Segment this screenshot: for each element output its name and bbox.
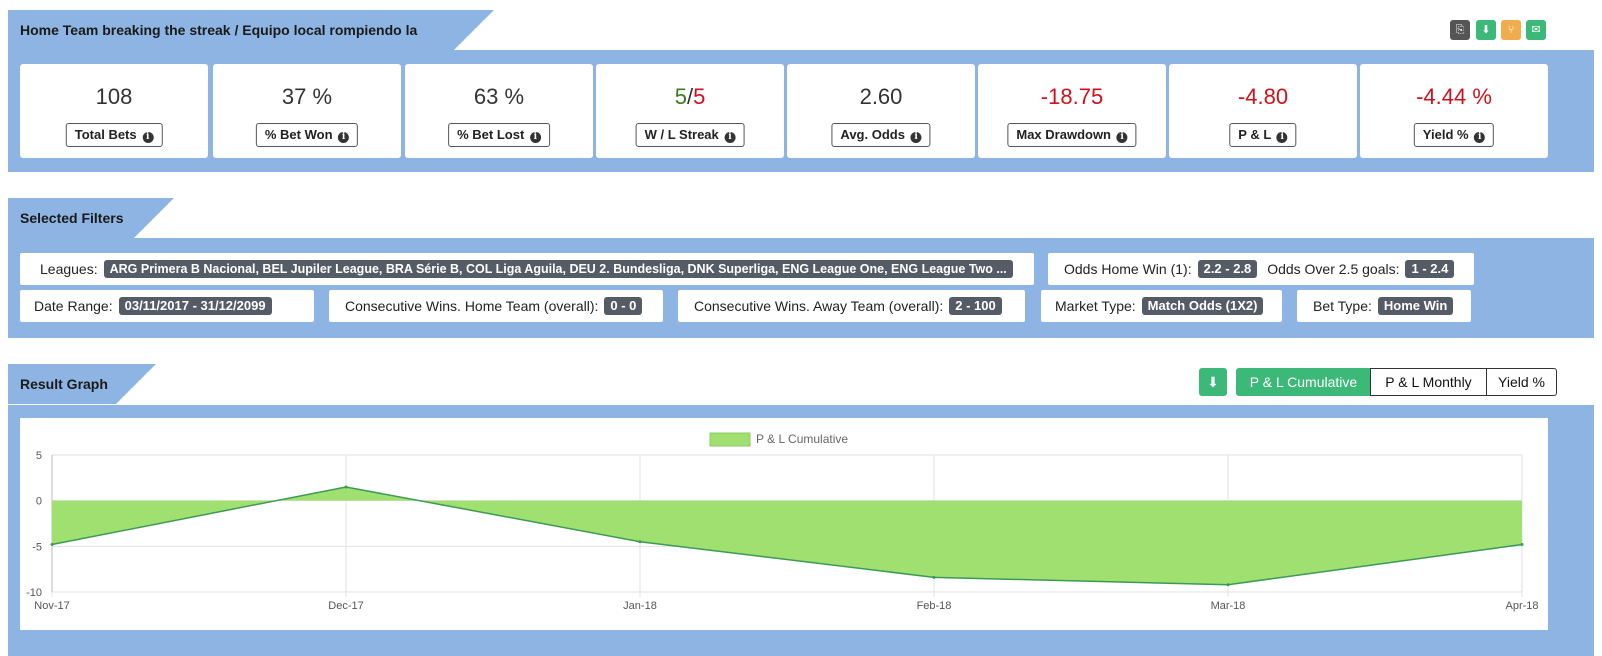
- graph-title: Result Graph: [20, 376, 108, 392]
- stat-value: -4.80: [1237, 84, 1289, 109]
- streak-sep: /: [686, 84, 694, 109]
- stat-label[interactable]: Max Drawdown i: [1007, 123, 1137, 147]
- info-icon: i: [338, 132, 350, 143]
- filter-value: ARG Primera B Nacional, BEL Jupiler Leag…: [103, 260, 1013, 278]
- x-tick-label: Apr-18: [1505, 600, 1538, 612]
- filter-value: 2 - 100: [949, 297, 1002, 315]
- legend-swatch: [709, 432, 751, 447]
- filter-label: Date Range:: [34, 298, 113, 314]
- share-button[interactable]: ⑂: [1501, 20, 1521, 40]
- filter-label: Odds Home Win (1):: [1064, 261, 1192, 277]
- stat-label[interactable]: W / L Streak i: [635, 123, 745, 147]
- x-tick-label: Mar-18: [1211, 600, 1246, 612]
- y-tick-label: 5: [36, 450, 42, 462]
- tab-pnl-cumulative[interactable]: P & L Cumulative: [1236, 368, 1371, 396]
- filter-cons-away: Consecutive Wins. Away Team (overall): 2 …: [678, 290, 1025, 322]
- filter-value: 1 - 2.4: [1405, 260, 1455, 278]
- filter-label: Consecutive Wins. Home Team (overall):: [345, 298, 599, 314]
- stat-label[interactable]: % Bet Lost i: [448, 123, 550, 147]
- stat-max-drawdown: -18.75 Max Drawdown i: [978, 64, 1166, 158]
- filter-value: Home Win: [1377, 297, 1454, 315]
- stat-value: -18.75: [1040, 84, 1104, 109]
- x-tick-label: Dec-17: [328, 600, 363, 612]
- filter-date-range: Date Range: 03/11/2017 - 31/12/2099: [20, 290, 314, 322]
- stat-value: -4.44 %: [1416, 84, 1492, 109]
- data-point: [638, 540, 642, 544]
- stat-bet-lost: 63 % % Bet Lost i: [405, 64, 593, 158]
- download-icon: ⬇: [1207, 374, 1219, 390]
- filter-value: Match Odds (1X2): [1141, 297, 1264, 315]
- series-line: [51, 486, 1523, 586]
- y-tick-label: -10: [26, 587, 42, 599]
- y-tick-label: 0: [36, 496, 42, 508]
- x-tick-label: Feb-18: [917, 600, 952, 612]
- area-fill: [52, 486, 1522, 585]
- filter-label: Consecutive Wins. Away Team (overall):: [694, 298, 944, 314]
- page-title-tab: Home Team breaking the streak / Equipo l…: [8, 10, 494, 78]
- filter-value: 2.2 - 2.8: [1197, 260, 1258, 278]
- data-point: [1520, 543, 1524, 547]
- x-tick-label: Nov-17: [34, 600, 69, 612]
- info-icon: i: [910, 132, 922, 143]
- stats-panel: 108 Total Bets i 37 % % Bet Won i 63 % %…: [8, 50, 1594, 172]
- stat-label[interactable]: Avg. Odds i: [831, 123, 931, 147]
- filter-label: Leagues:: [40, 261, 98, 277]
- stat-total-bets: 108 Total Bets i: [20, 64, 208, 158]
- stat-label[interactable]: P & L i: [1229, 123, 1297, 147]
- email-button[interactable]: ✉: [1526, 20, 1546, 40]
- data-point: [1226, 583, 1230, 587]
- stat-avg-odds: 2.60 Avg. Odds i: [787, 64, 975, 158]
- filter-value: 03/11/2017 - 31/12/2099: [118, 297, 272, 315]
- data-point: [50, 543, 54, 547]
- stat-pnl: -4.80 P & L i: [1169, 64, 1357, 158]
- graph-title-tab: Result Graph: [8, 364, 156, 404]
- data-point: [344, 485, 348, 489]
- filter-bet-type: Bet Type: Home Win: [1297, 290, 1471, 322]
- stat-bet-won: 37 % % Bet Won i: [213, 64, 401, 158]
- filter-value: 0 - 0: [604, 297, 643, 315]
- x-tick-label: Jan-18: [623, 600, 657, 612]
- stat-value: 37 %: [281, 84, 333, 109]
- filters-title-tab: Selected Filters: [8, 198, 174, 238]
- filter-label: Market Type:: [1055, 298, 1136, 314]
- info-icon: i: [529, 132, 541, 143]
- info-icon: i: [1116, 132, 1128, 143]
- stat-label[interactable]: Yield % i: [1413, 123, 1495, 147]
- download-icon: ⬇: [1481, 24, 1491, 36]
- share-icon: ⑂: [1507, 24, 1515, 36]
- filter-odds: Odds Home Win (1): 2.2 - 2.8 Odds Over 2.…: [1048, 253, 1474, 285]
- legend-label: P & L Cumulative: [756, 432, 848, 446]
- info-icon: i: [1474, 132, 1486, 143]
- filter-leagues: Leagues: ARG Primera B Nacional, BEL Jupi…: [20, 253, 1034, 285]
- y-tick-label: -5: [32, 541, 42, 553]
- streak-lost: 5: [693, 84, 706, 109]
- stat-value: 5/5: [596, 84, 784, 110]
- filter-label: Bet Type:: [1313, 298, 1372, 314]
- stat-wl-streak: 5/5 W / L Streak i: [596, 64, 784, 158]
- stat-label[interactable]: Total Bets i: [65, 123, 163, 147]
- stat-label[interactable]: % Bet Won i: [255, 123, 359, 147]
- stat-value: 63 %: [473, 84, 525, 109]
- tab-pnl-monthly[interactable]: P & L Monthly: [1370, 368, 1487, 396]
- info-icon: i: [1276, 132, 1288, 143]
- filter-label: Odds Over 2.5 goals:: [1267, 261, 1400, 277]
- streak-won: 5: [674, 84, 687, 109]
- copy-button[interactable]: ⎘: [1450, 20, 1470, 40]
- stat-value: 108: [95, 84, 133, 109]
- graph-download-button[interactable]: ⬇: [1199, 368, 1227, 396]
- info-icon: i: [724, 132, 736, 143]
- stat-value: 2.60: [859, 84, 903, 109]
- filters-title: Selected Filters: [20, 210, 124, 226]
- data-point: [932, 575, 936, 579]
- filter-cons-home: Consecutive Wins. Home Team (overall): 0 …: [329, 290, 663, 322]
- tab-yield[interactable]: Yield %: [1486, 368, 1557, 396]
- email-icon: ✉: [1531, 24, 1541, 36]
- stat-yield: -4.44 % Yield % i: [1360, 64, 1548, 158]
- copy-icon: ⎘: [1455, 24, 1465, 36]
- chart-container: 5 0 -5 -10 Nov-17 Dec-17 Jan-18 Feb-18 Mar-18 Apr…: [20, 418, 1548, 630]
- info-icon: i: [142, 132, 154, 143]
- download-button[interactable]: ⬇: [1476, 20, 1496, 40]
- filter-market-type: Market Type: Match Odds (1X2): [1041, 290, 1282, 322]
